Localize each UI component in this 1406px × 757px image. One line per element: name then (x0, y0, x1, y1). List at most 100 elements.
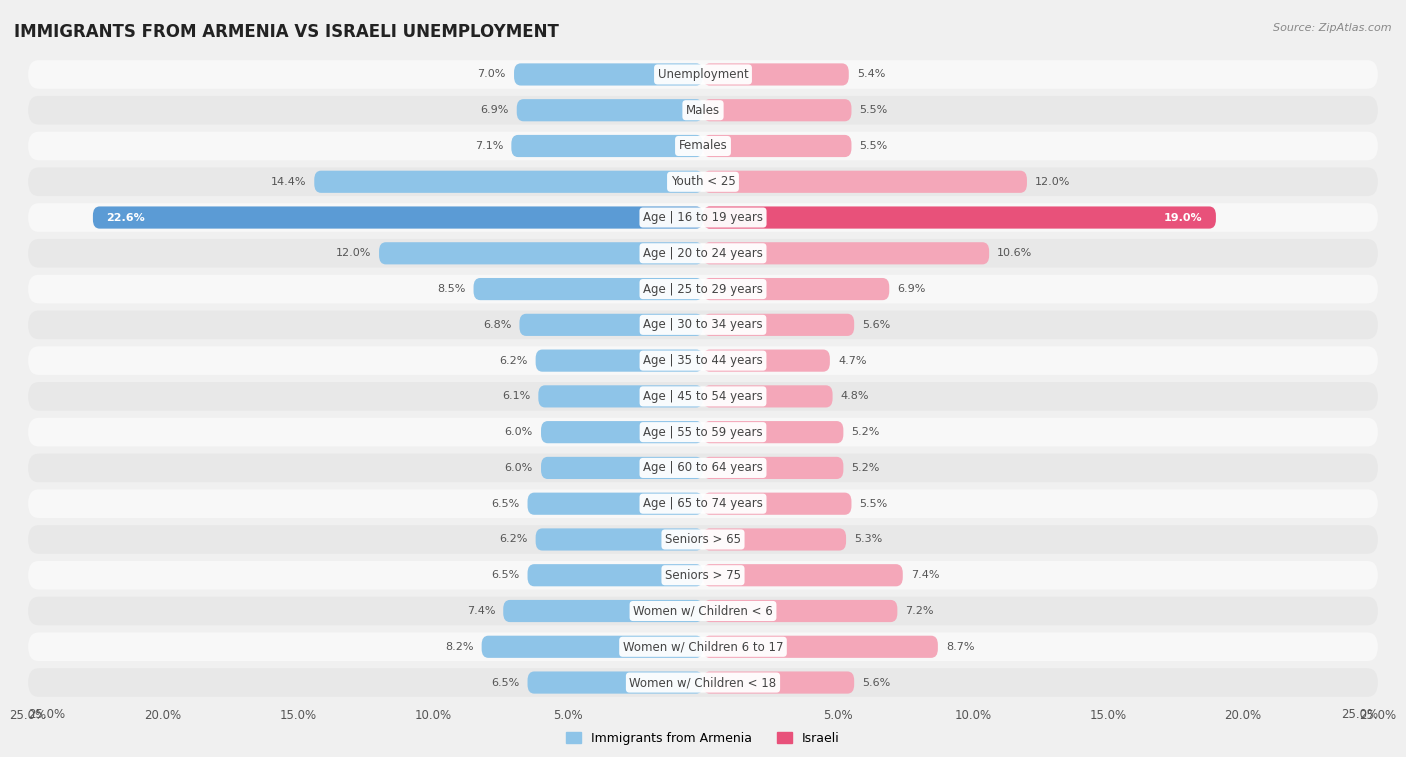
FancyBboxPatch shape (28, 96, 1378, 125)
FancyBboxPatch shape (28, 489, 1378, 518)
Text: Females: Females (679, 139, 727, 152)
FancyBboxPatch shape (28, 561, 1378, 590)
FancyBboxPatch shape (703, 493, 852, 515)
FancyBboxPatch shape (503, 600, 703, 622)
FancyBboxPatch shape (703, 636, 938, 658)
Text: 6.1%: 6.1% (502, 391, 530, 401)
FancyBboxPatch shape (28, 203, 1378, 232)
FancyBboxPatch shape (703, 242, 990, 264)
FancyBboxPatch shape (703, 350, 830, 372)
Text: Age | 20 to 24 years: Age | 20 to 24 years (643, 247, 763, 260)
Text: 8.5%: 8.5% (437, 284, 465, 294)
Text: Seniors > 65: Seniors > 65 (665, 533, 741, 546)
FancyBboxPatch shape (703, 207, 1216, 229)
FancyBboxPatch shape (703, 564, 903, 587)
Text: 6.2%: 6.2% (499, 356, 527, 366)
FancyBboxPatch shape (703, 64, 849, 86)
Text: 5.6%: 5.6% (862, 320, 890, 330)
Text: 12.0%: 12.0% (336, 248, 371, 258)
Text: 12.0%: 12.0% (1035, 177, 1070, 187)
Text: Age | 65 to 74 years: Age | 65 to 74 years (643, 497, 763, 510)
Text: 22.6%: 22.6% (107, 213, 145, 223)
Text: 4.7%: 4.7% (838, 356, 866, 366)
FancyBboxPatch shape (93, 207, 703, 229)
Text: IMMIGRANTS FROM ARMENIA VS ISRAELI UNEMPLOYMENT: IMMIGRANTS FROM ARMENIA VS ISRAELI UNEMP… (14, 23, 560, 41)
FancyBboxPatch shape (28, 275, 1378, 304)
Text: 6.5%: 6.5% (491, 499, 519, 509)
FancyBboxPatch shape (28, 668, 1378, 697)
Text: 6.9%: 6.9% (481, 105, 509, 115)
Text: 5.4%: 5.4% (856, 70, 886, 79)
FancyBboxPatch shape (28, 632, 1378, 661)
Text: Age | 16 to 19 years: Age | 16 to 19 years (643, 211, 763, 224)
Text: 6.5%: 6.5% (491, 678, 519, 687)
Text: 10.6%: 10.6% (997, 248, 1032, 258)
FancyBboxPatch shape (28, 597, 1378, 625)
Text: 5.2%: 5.2% (852, 427, 880, 437)
Text: Source: ZipAtlas.com: Source: ZipAtlas.com (1274, 23, 1392, 33)
FancyBboxPatch shape (28, 310, 1378, 339)
Text: 7.4%: 7.4% (467, 606, 495, 616)
Text: 19.0%: 19.0% (1164, 213, 1202, 223)
Text: 7.2%: 7.2% (905, 606, 934, 616)
FancyBboxPatch shape (541, 421, 703, 444)
Text: Youth < 25: Youth < 25 (671, 176, 735, 188)
FancyBboxPatch shape (28, 60, 1378, 89)
FancyBboxPatch shape (28, 346, 1378, 375)
Text: 7.4%: 7.4% (911, 570, 939, 580)
Text: 6.2%: 6.2% (499, 534, 527, 544)
FancyBboxPatch shape (703, 313, 855, 336)
Text: 5.5%: 5.5% (859, 499, 887, 509)
FancyBboxPatch shape (703, 456, 844, 479)
FancyBboxPatch shape (527, 564, 703, 587)
FancyBboxPatch shape (536, 350, 703, 372)
Text: Women w/ Children < 6: Women w/ Children < 6 (633, 605, 773, 618)
Text: 6.5%: 6.5% (491, 570, 519, 580)
FancyBboxPatch shape (28, 418, 1378, 447)
Text: 8.2%: 8.2% (446, 642, 474, 652)
Text: Women w/ Children < 18: Women w/ Children < 18 (630, 676, 776, 689)
Text: Seniors > 75: Seniors > 75 (665, 569, 741, 581)
FancyBboxPatch shape (28, 239, 1378, 268)
Text: Age | 30 to 34 years: Age | 30 to 34 years (643, 319, 763, 332)
Text: Unemployment: Unemployment (658, 68, 748, 81)
Text: 5.2%: 5.2% (852, 463, 880, 473)
Text: Women w/ Children 6 to 17: Women w/ Children 6 to 17 (623, 640, 783, 653)
Text: Age | 55 to 59 years: Age | 55 to 59 years (643, 425, 763, 438)
FancyBboxPatch shape (536, 528, 703, 550)
FancyBboxPatch shape (315, 170, 703, 193)
FancyBboxPatch shape (519, 313, 703, 336)
Text: 25.0%: 25.0% (28, 708, 65, 721)
FancyBboxPatch shape (527, 493, 703, 515)
Text: 5.5%: 5.5% (859, 141, 887, 151)
FancyBboxPatch shape (703, 99, 852, 121)
Text: Age | 35 to 44 years: Age | 35 to 44 years (643, 354, 763, 367)
FancyBboxPatch shape (515, 64, 703, 86)
Text: 7.1%: 7.1% (475, 141, 503, 151)
FancyBboxPatch shape (28, 453, 1378, 482)
FancyBboxPatch shape (482, 636, 703, 658)
FancyBboxPatch shape (703, 385, 832, 407)
Text: 6.0%: 6.0% (505, 463, 533, 473)
Text: 7.0%: 7.0% (478, 70, 506, 79)
FancyBboxPatch shape (541, 456, 703, 479)
FancyBboxPatch shape (703, 421, 844, 444)
Text: 5.5%: 5.5% (859, 105, 887, 115)
FancyBboxPatch shape (703, 278, 889, 301)
Text: 6.0%: 6.0% (505, 427, 533, 437)
FancyBboxPatch shape (703, 600, 897, 622)
FancyBboxPatch shape (28, 167, 1378, 196)
Text: Age | 45 to 54 years: Age | 45 to 54 years (643, 390, 763, 403)
FancyBboxPatch shape (527, 671, 703, 693)
FancyBboxPatch shape (28, 132, 1378, 160)
FancyBboxPatch shape (703, 135, 852, 157)
FancyBboxPatch shape (703, 671, 855, 693)
Text: 14.4%: 14.4% (271, 177, 307, 187)
Text: 4.8%: 4.8% (841, 391, 869, 401)
FancyBboxPatch shape (517, 99, 703, 121)
Text: 25.0%: 25.0% (1341, 708, 1378, 721)
Text: 8.7%: 8.7% (946, 642, 974, 652)
Text: 6.9%: 6.9% (897, 284, 925, 294)
Text: 5.3%: 5.3% (855, 534, 883, 544)
Text: 6.8%: 6.8% (482, 320, 512, 330)
